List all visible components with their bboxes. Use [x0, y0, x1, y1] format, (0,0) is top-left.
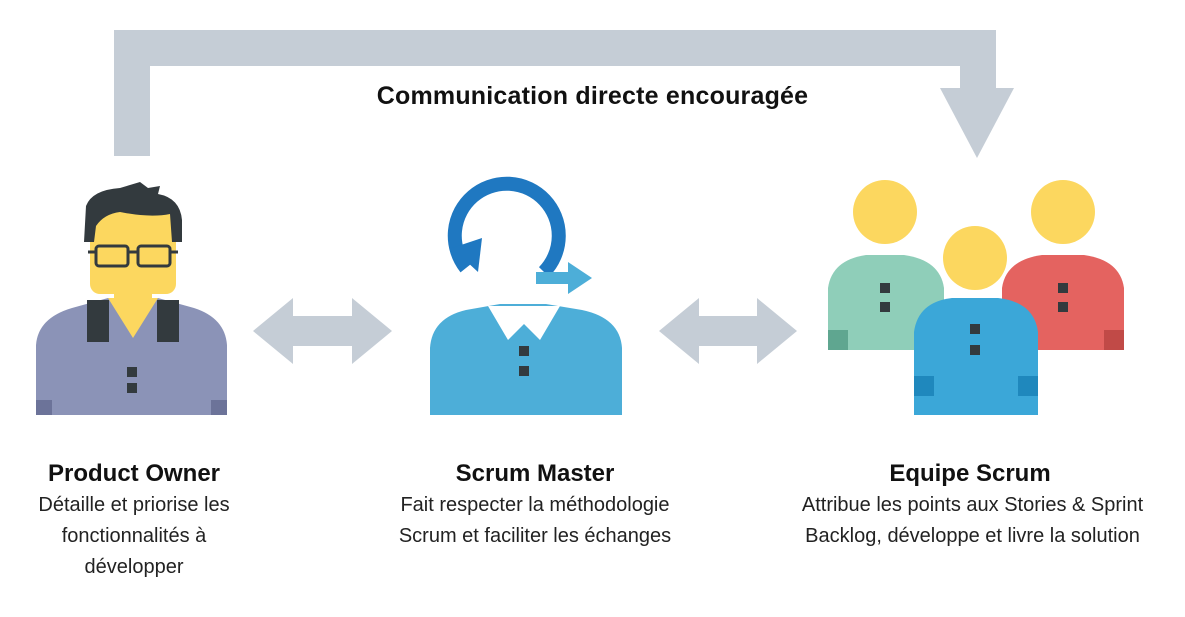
- product-owner-block: Product Owner Détaille et priorise les f…: [0, 458, 284, 583]
- product-owner-icon: [36, 182, 227, 415]
- double-arrow-sm-team: [659, 298, 797, 364]
- scrum-master-title: Scrum Master: [455, 460, 615, 487]
- product-owner-title: Product Owner: [47, 460, 221, 487]
- communication-heading: Communication directe encouragée: [376, 82, 809, 110]
- product-owner-description: Détaille et priorise les fonctionnalités…: [38, 494, 230, 578]
- scrum-team-block: Equipe Scrum Attribue les points aux Sto…: [800, 458, 1143, 552]
- scrum-team-title: Equipe Scrum: [889, 460, 1051, 487]
- communication-arrow: [114, 30, 1014, 158]
- scrum-master-block: Scrum Master Fait respecter la méthodolo…: [385, 458, 685, 552]
- scrum-team-description: Attribue les points aux Stories & Sprint…: [801, 494, 1144, 547]
- scrum-master-icon: [430, 176, 622, 415]
- double-arrow-po-sm: [253, 298, 392, 364]
- scrum-master-description: Fait respecter la méthodologie Scrum et …: [398, 494, 672, 547]
- scrum-team-icon: [828, 180, 1124, 415]
